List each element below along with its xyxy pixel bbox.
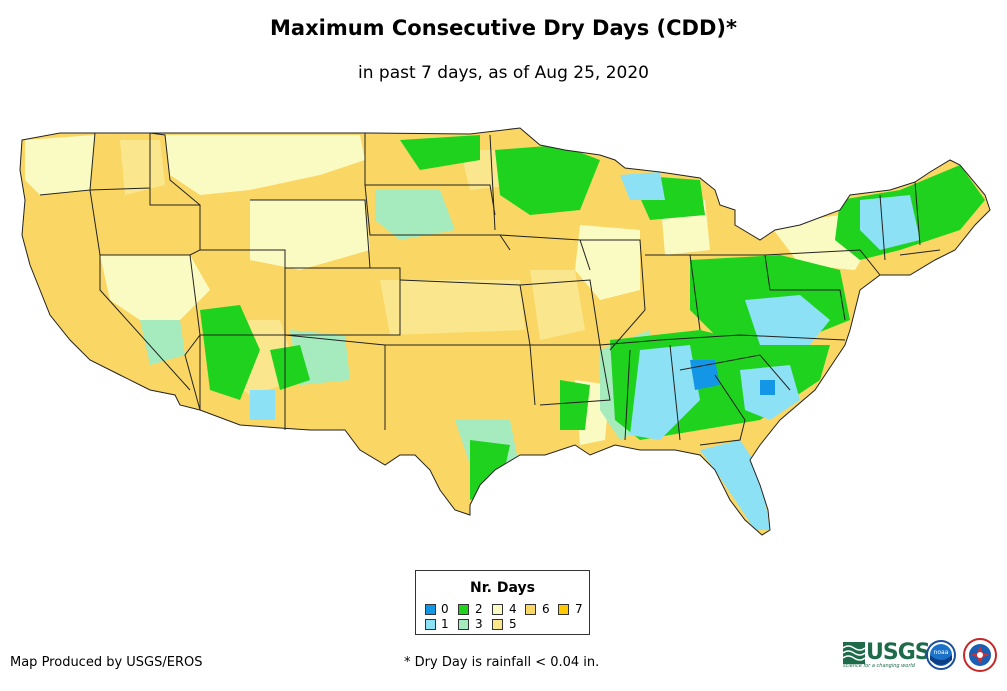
legend-label-3: 3: [475, 617, 483, 631]
legend-swatch-0: [425, 604, 436, 615]
legend-swatch-1: [425, 619, 436, 630]
map-title: Maximum Consecutive Dry Days (CDD)*: [270, 16, 737, 40]
legend-label-2: 2: [475, 602, 483, 616]
nws-logo: [963, 638, 997, 672]
legend-label-1: 1: [441, 617, 449, 631]
us-dry-days-map: [19, 127, 991, 536]
usgs-wordmark: USGS: [866, 640, 931, 665]
legend-swatch-4: [492, 604, 503, 615]
usgs-tagline: science for a changing world: [843, 663, 915, 669]
noaa-logo: noaa: [926, 640, 956, 670]
legend: Nr. Days 0 1 2 3 4 5 6 7: [415, 570, 590, 635]
legend-label-6: 6: [542, 602, 550, 616]
legend-swatch-7: [558, 604, 569, 615]
usgs-wave-icon: [843, 642, 865, 664]
legend-swatch-6: [525, 604, 536, 615]
legend-label-7: 7: [575, 602, 583, 616]
map-subtitle: in past 7 days, as of Aug 25, 2020: [358, 63, 649, 83]
legend-swatch-2: [458, 604, 469, 615]
legend-title: Nr. Days: [470, 580, 535, 596]
footnote-text: * Dry Day is rainfall < 0.04 in.: [404, 655, 600, 670]
legend-label-4: 4: [509, 602, 517, 616]
legend-swatch-5: [492, 619, 503, 630]
legend-label-0: 0: [441, 602, 449, 616]
credit-text: Map Produced by USGS/EROS: [10, 655, 203, 670]
noaa-wordmark: noaa: [934, 649, 949, 656]
legend-label-5: 5: [509, 617, 517, 631]
usgs-logo: USGS science for a changing world: [843, 640, 931, 670]
legend-swatch-3: [458, 619, 469, 630]
